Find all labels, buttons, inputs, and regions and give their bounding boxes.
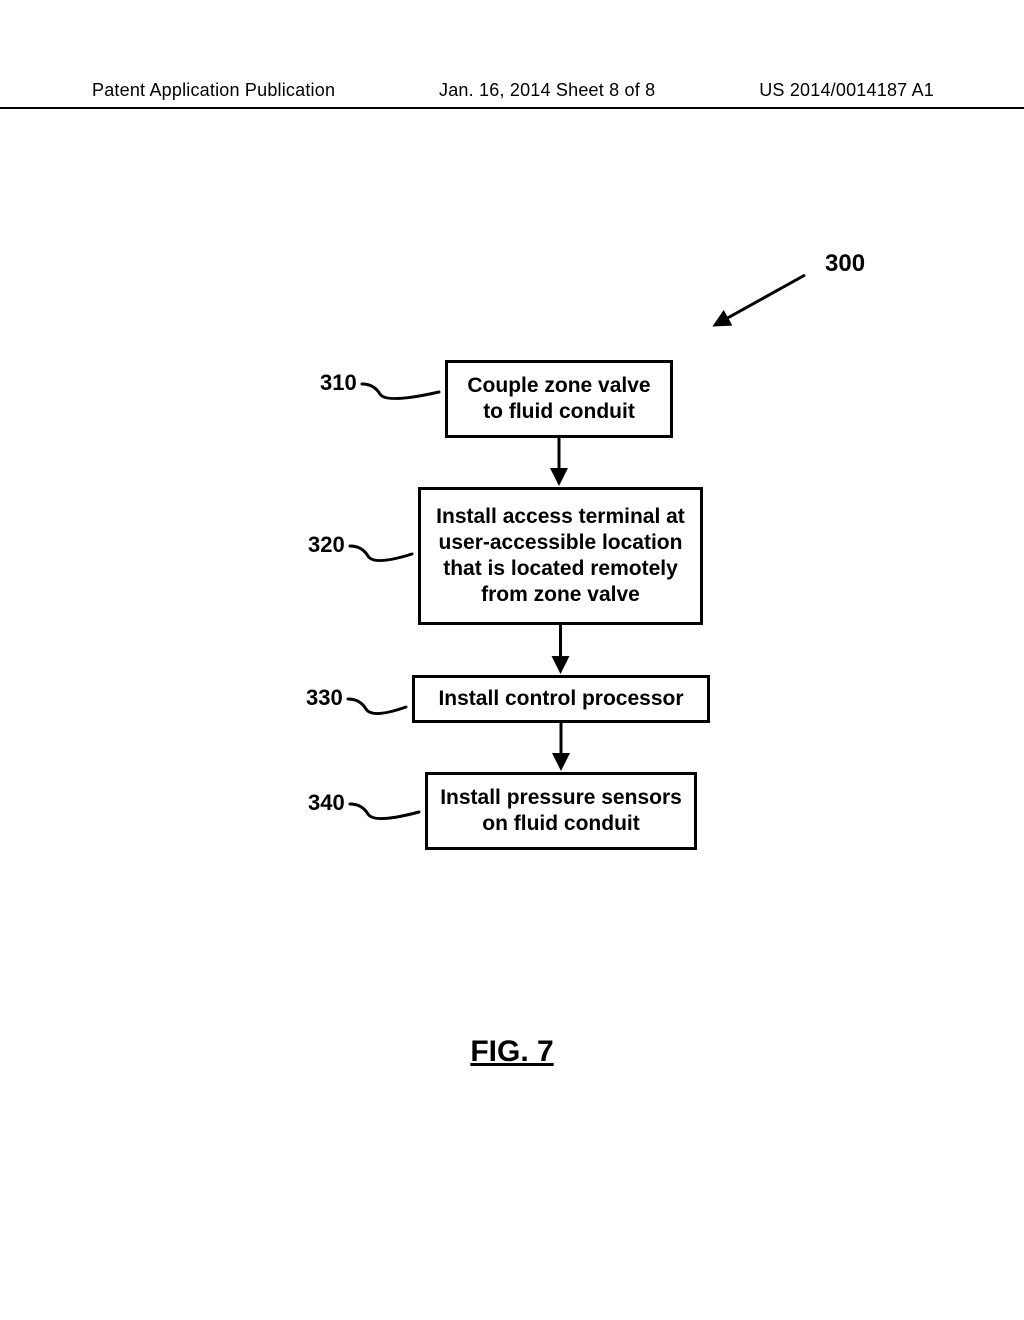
flowchart-step-310: Couple zone valve to fluid conduit — [445, 360, 673, 438]
figure-caption: FIG. 7 — [470, 1035, 553, 1069]
page: Patent Application Publication Jan. 16, … — [0, 0, 1024, 1320]
step-label-310: 310 — [320, 370, 357, 396]
flowchart-connectors — [0, 0, 1024, 1320]
flowchart-step-320: Install access terminal at user-accessib… — [418, 487, 703, 625]
step-label-320: 320 — [308, 532, 345, 558]
ref-main-label: 300 — [825, 250, 865, 278]
step-label-340: 340 — [308, 790, 345, 816]
flowchart-step-330: Install control processor — [412, 675, 710, 723]
flowchart: Couple zone valve to fluid conduit 310 Ins… — [0, 0, 1024, 1320]
step-label-330: 330 — [306, 685, 343, 711]
flowchart-step-340: Install pressure sensors on fluid condui… — [425, 772, 697, 850]
